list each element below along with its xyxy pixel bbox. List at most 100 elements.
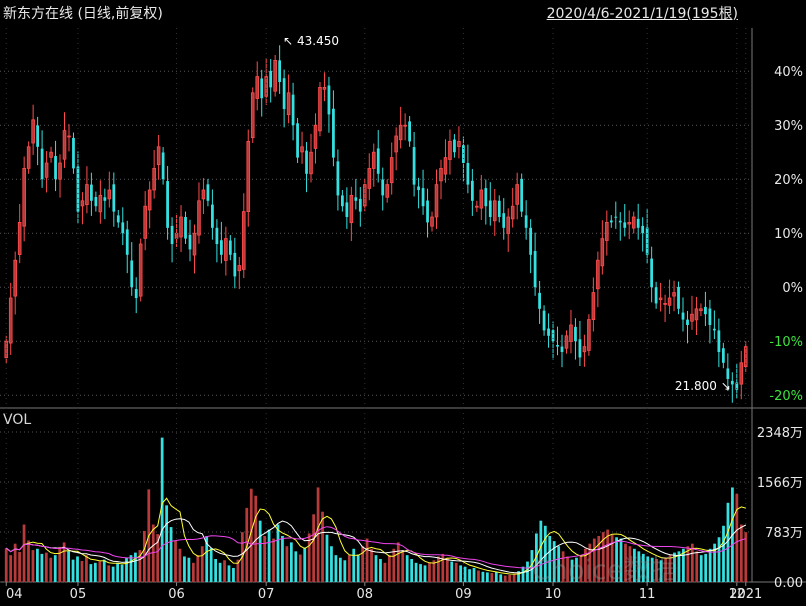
volume-bar-up bbox=[668, 555, 672, 582]
date-range-link[interactable]: 2020/4/6-2021/1/19(195根) bbox=[546, 6, 738, 22]
candle-up bbox=[658, 297, 663, 301]
volume-tick-label: 783万 bbox=[765, 526, 803, 541]
volume-bar-up bbox=[178, 548, 182, 582]
candle-down bbox=[116, 215, 120, 223]
volume-bar-down bbox=[548, 536, 552, 582]
volume-tick-label: 2348万 bbox=[757, 426, 803, 441]
candle-up bbox=[201, 189, 206, 200]
candle-up bbox=[264, 76, 268, 97]
candle-down bbox=[421, 188, 425, 207]
volume-bar-down bbox=[699, 555, 703, 582]
volume-bar-down bbox=[289, 542, 293, 582]
volume-bar-up bbox=[597, 536, 601, 582]
volume-bar-down bbox=[485, 572, 489, 582]
volume-bar-up bbox=[316, 487, 320, 582]
candle-up bbox=[434, 184, 439, 218]
volume-bar-up bbox=[236, 559, 240, 582]
volume-bar-down bbox=[227, 565, 231, 582]
candle-down bbox=[551, 330, 555, 342]
volume-bar-down bbox=[165, 505, 168, 582]
candle-down bbox=[654, 287, 658, 304]
y-tick-label: 30% bbox=[774, 119, 803, 134]
volume-tick-label: 1566万 bbox=[757, 476, 803, 491]
x-tick-label: 10 bbox=[545, 587, 562, 602]
volume-bar-down bbox=[120, 564, 124, 582]
volume-bar-up bbox=[686, 546, 690, 582]
volume-bar-down bbox=[633, 548, 636, 582]
candle-up bbox=[250, 92, 255, 139]
candle-down bbox=[72, 137, 75, 169]
x-tick-label: 06 bbox=[168, 587, 185, 602]
candle-up bbox=[448, 140, 452, 160]
candle-up bbox=[398, 124, 403, 141]
volume-bar-down bbox=[53, 555, 57, 582]
y-tick-label: 40% bbox=[774, 65, 803, 80]
candle-down bbox=[484, 188, 488, 207]
volume-bar-up bbox=[22, 524, 26, 582]
candle-down bbox=[623, 222, 627, 228]
candle-down bbox=[54, 155, 57, 180]
volume-bar-down bbox=[89, 564, 93, 582]
volume-bar-up bbox=[307, 533, 311, 582]
volume-bar-up bbox=[365, 538, 369, 582]
candle-down bbox=[650, 258, 654, 288]
volume-bar-down bbox=[129, 555, 133, 582]
y-tick-label: 20% bbox=[774, 173, 803, 188]
volume-bar-up bbox=[561, 551, 565, 582]
volume-bar-down bbox=[646, 556, 650, 582]
volume-bar-down bbox=[726, 502, 730, 582]
candle-up bbox=[694, 308, 699, 321]
volume-bar-up bbox=[655, 559, 659, 582]
candle-down bbox=[730, 380, 734, 385]
volume-bar-down bbox=[325, 534, 329, 582]
y-tick-label: 0% bbox=[782, 281, 803, 296]
candle-up bbox=[143, 205, 147, 239]
candle-down bbox=[712, 328, 716, 331]
candle-down bbox=[170, 225, 174, 244]
volume-bar-down bbox=[659, 560, 663, 582]
candle-down bbox=[161, 152, 165, 180]
volume-bar-down bbox=[93, 562, 97, 582]
volume-bar-up bbox=[361, 546, 365, 582]
volume-bar-down bbox=[419, 564, 422, 582]
candle-down bbox=[291, 94, 295, 126]
volume-bar-up bbox=[601, 532, 605, 582]
candle-down bbox=[345, 202, 349, 217]
volume-bar-down bbox=[552, 541, 556, 582]
volume-bar-down bbox=[334, 555, 338, 582]
volume-bar-up bbox=[512, 573, 516, 582]
volume-bar-down bbox=[374, 555, 378, 582]
candle-down bbox=[533, 251, 537, 288]
volume-bar-down bbox=[713, 543, 716, 582]
candle-up bbox=[564, 335, 569, 349]
candle-down bbox=[121, 222, 125, 234]
volume-bar-down bbox=[539, 520, 543, 582]
volume-bar-up bbox=[151, 524, 155, 582]
volume-bar-up bbox=[396, 542, 400, 582]
candle-up bbox=[197, 200, 201, 236]
candle-down bbox=[412, 147, 416, 185]
volume-bar-up bbox=[436, 556, 440, 582]
candle-up bbox=[255, 76, 260, 99]
candle-up bbox=[67, 135, 71, 138]
candle-down bbox=[502, 213, 506, 228]
candle-down bbox=[735, 382, 739, 390]
volume-bar-up bbox=[27, 540, 30, 582]
candle-down bbox=[305, 150, 308, 174]
volume-bar-down bbox=[352, 548, 356, 582]
candle-down bbox=[636, 218, 640, 228]
volume-bar-down bbox=[637, 551, 641, 582]
candle-down bbox=[717, 330, 721, 352]
volume-bar-up bbox=[263, 536, 267, 582]
candle-down bbox=[609, 220, 613, 223]
volume-bar-up bbox=[441, 553, 445, 582]
volume-bar-down bbox=[276, 524, 280, 582]
volume-bar-down bbox=[356, 554, 360, 582]
volume-bar-down bbox=[71, 559, 75, 582]
candle-down bbox=[524, 215, 528, 228]
volume-bar-down bbox=[682, 548, 685, 582]
volume-bar-down bbox=[343, 560, 347, 582]
candle-up bbox=[22, 167, 26, 227]
candle-up bbox=[300, 146, 304, 153]
volume-bar-down bbox=[258, 520, 262, 582]
